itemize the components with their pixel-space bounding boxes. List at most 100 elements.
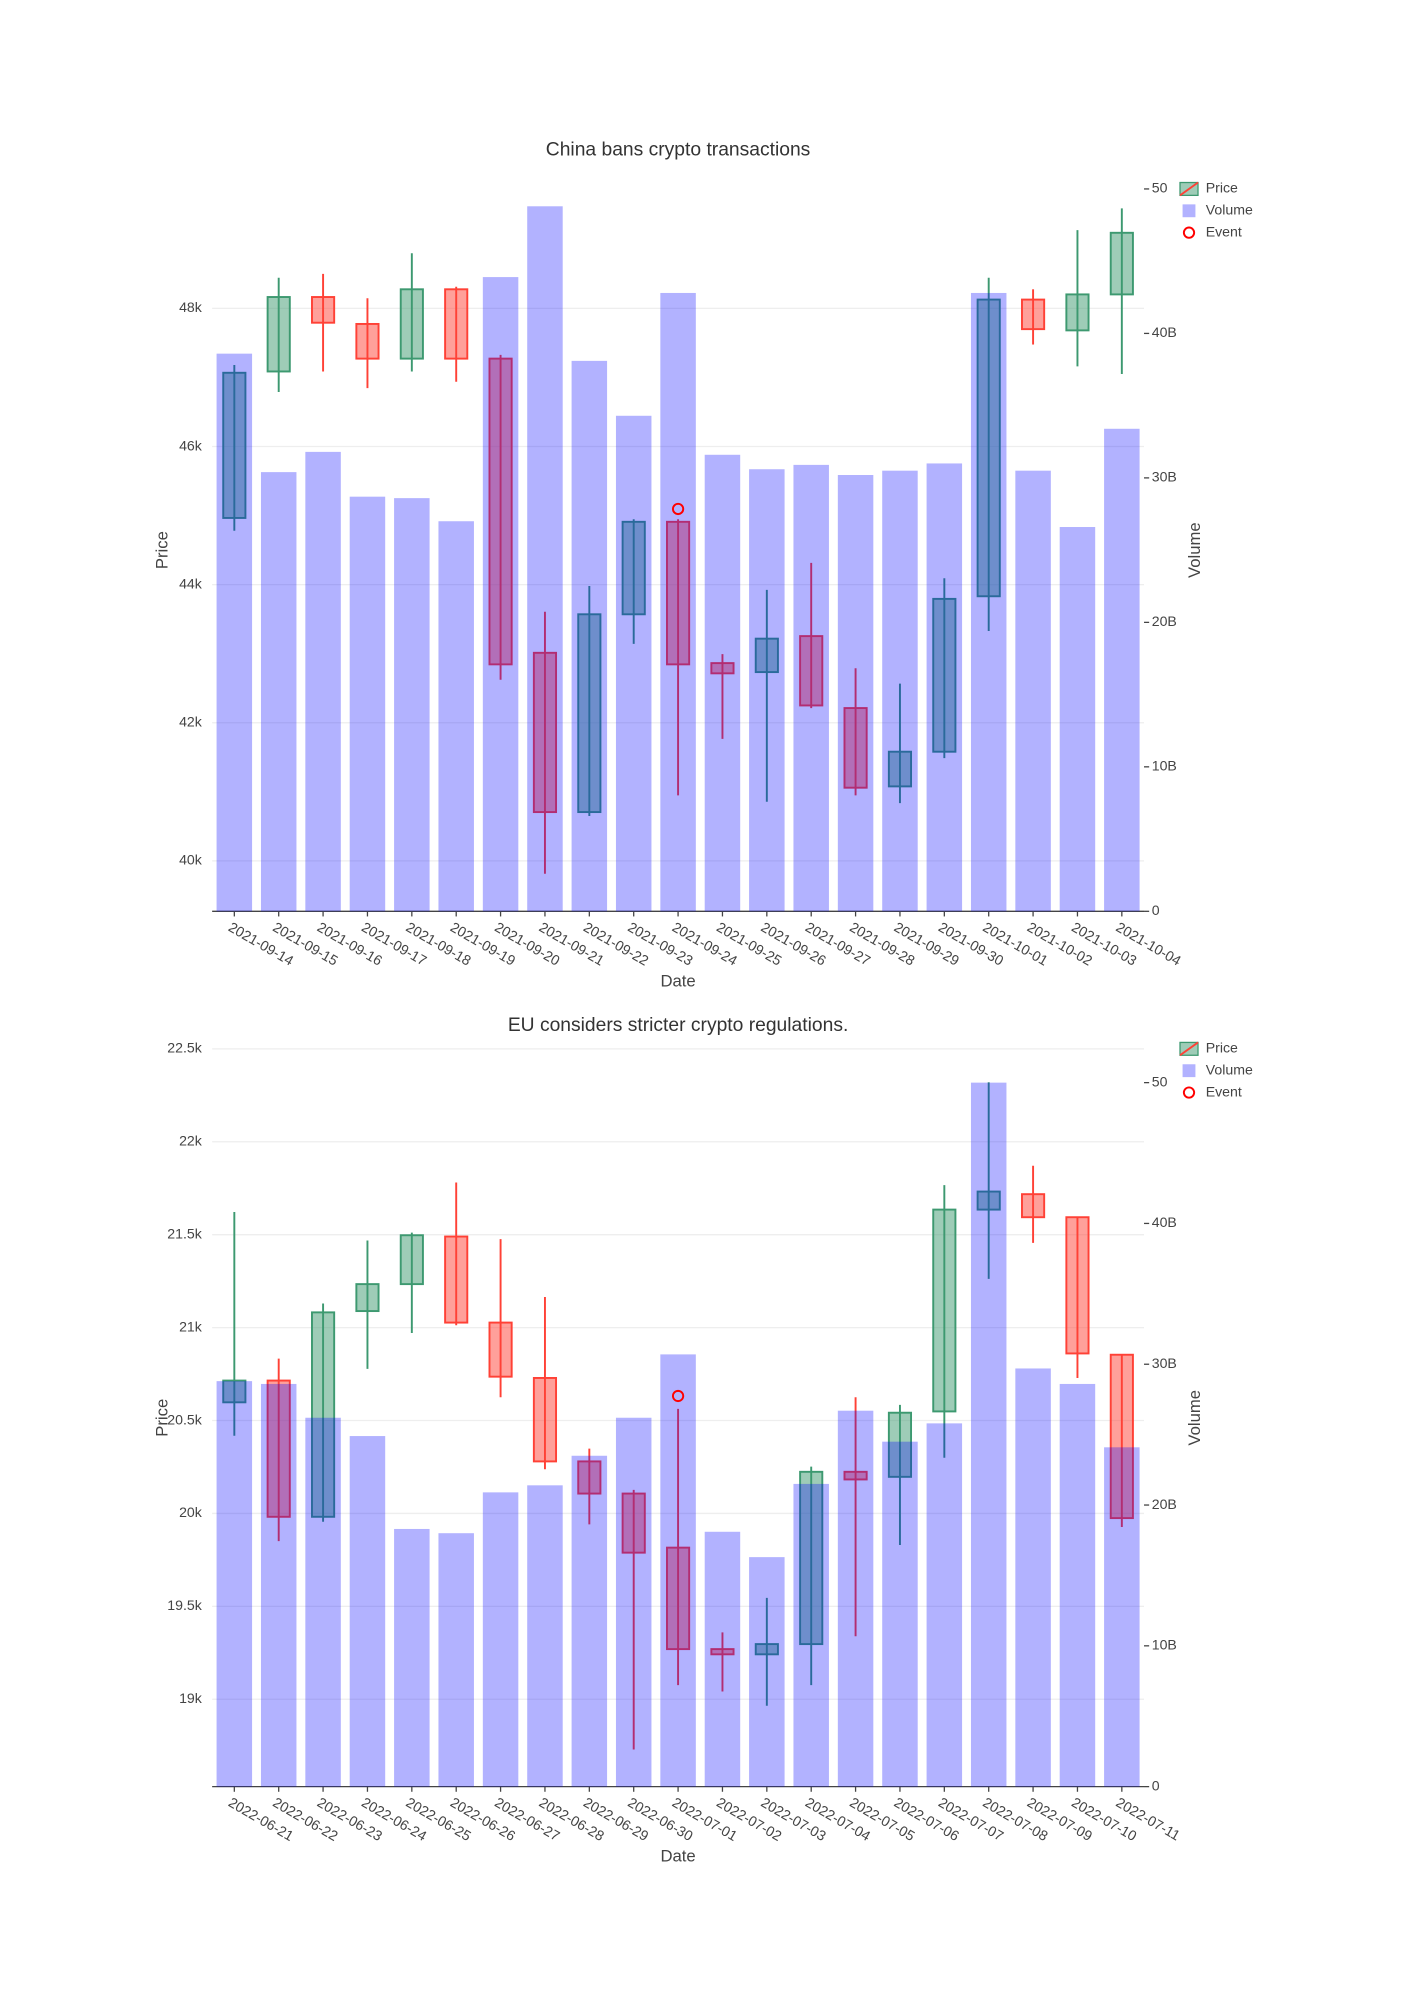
legend-label: Event [1206, 1083, 1242, 1099]
x-axis-title: Date [660, 1847, 695, 1866]
volume-bar [882, 470, 918, 912]
y-tick-label: 22.5k [167, 1040, 202, 1056]
y-axis-title: Price [153, 1399, 172, 1437]
volume-bar [305, 1417, 341, 1787]
candle-body [1021, 298, 1046, 331]
y2-axis-title: Volume [1185, 1390, 1204, 1446]
candle-body [976, 1190, 1001, 1211]
y2-tick-label: 30B [1152, 1355, 1177, 1371]
x-axis-title: Date [660, 971, 695, 990]
candle-body [799, 635, 824, 707]
y-tick-label: 22k [179, 1132, 203, 1148]
volume-bar [1104, 1447, 1140, 1787]
legend-icon [1179, 1041, 1199, 1057]
volume-bar [970, 292, 1007, 912]
volume-bar [1059, 527, 1096, 912]
volume-bar [482, 277, 519, 912]
volume-bar [970, 1082, 1007, 1787]
volume-bar [704, 454, 741, 912]
candle-body [577, 1460, 602, 1495]
candle-body [1065, 293, 1090, 332]
volume-bar [793, 1483, 829, 1787]
y-tick-label: 48k [179, 299, 203, 315]
candle-body [666, 520, 691, 666]
volume-bar [1104, 428, 1140, 912]
candle-body [710, 1648, 735, 1656]
candle-body [1065, 1216, 1090, 1355]
y-tick-label: 19k [179, 1690, 203, 1706]
y-tick-label: 46k [179, 437, 203, 453]
volume-bar [749, 469, 785, 912]
y-tick-label: 20.5k [167, 1411, 202, 1427]
event-marker [671, 502, 685, 516]
y-tick-label: 44k [179, 575, 203, 591]
volume-bar [216, 1381, 253, 1787]
candle-body [1021, 1193, 1046, 1219]
candle-body [222, 371, 247, 519]
candle-body [843, 707, 868, 789]
volume-bar [615, 1417, 652, 1787]
legend-label: Volume [1206, 202, 1253, 218]
candle-body [621, 520, 646, 616]
y2-tick-label: 0 [1152, 1777, 1160, 1793]
legend-icon [1179, 181, 1199, 197]
volume-bar [438, 1533, 474, 1787]
volume-bar [394, 1528, 430, 1787]
y2-tick-label: 10B [1152, 1637, 1177, 1653]
volume-bar [882, 1441, 918, 1787]
y2-axis-title: Volume [1185, 522, 1204, 578]
volume-bar [704, 1531, 741, 1787]
volume-bar [793, 464, 829, 912]
y2-tick-label: 0 [1152, 902, 1160, 918]
legend-label: Price [1206, 1040, 1238, 1056]
candle-body [444, 288, 469, 360]
y-tick-label: 42k [179, 714, 203, 730]
candle-body [976, 298, 1001, 598]
legend-label: Price [1206, 180, 1238, 196]
volume-bar [1015, 470, 1051, 912]
volume-bar [260, 472, 297, 912]
volume-bar [349, 496, 386, 912]
candle-body [577, 613, 602, 814]
y-tick-label: 21k [179, 1318, 203, 1334]
volume-bar [260, 1383, 297, 1787]
legend-icon [1182, 226, 1196, 239]
volume-bar [482, 1492, 519, 1787]
y-tick-label: 21.5k [167, 1225, 202, 1241]
candle-body [887, 1411, 913, 1478]
volume-bar [527, 1485, 563, 1787]
legend-icon [1182, 1086, 1196, 1099]
candle-body [311, 1311, 336, 1518]
candle-body [621, 1492, 646, 1554]
legend-icon [1182, 1064, 1196, 1078]
volume-bar [571, 360, 608, 912]
candle-body [399, 288, 424, 360]
y-tick-label: 20k [179, 1504, 203, 1520]
candle-body [754, 1643, 779, 1656]
candle-body [266, 296, 291, 373]
candle-body [311, 296, 336, 324]
chart-title: EU considers stricter crypto regulations… [508, 1015, 849, 1036]
candle-body [887, 750, 913, 788]
candle-body [932, 1208, 957, 1413]
volume-bar [438, 521, 474, 912]
legend-label: Volume [1206, 1061, 1253, 1077]
volume-bar [837, 1410, 874, 1787]
volume-bar [1015, 1368, 1051, 1787]
y2-tick-label: 10B [1152, 758, 1177, 774]
candle-body [266, 1379, 291, 1518]
volume-bar [837, 475, 874, 912]
y-tick-label: 19.5k [167, 1597, 202, 1613]
volume-bar [394, 498, 430, 912]
legend-label: Event [1206, 223, 1242, 239]
volume-bar [349, 1436, 386, 1787]
candle-body [754, 637, 779, 674]
volume-bar [216, 353, 253, 912]
volume-bar [926, 463, 963, 912]
y-tick-label: 40k [179, 852, 203, 868]
candle-body [932, 597, 957, 753]
volume-bar [305, 451, 341, 912]
volume-bar [527, 206, 563, 912]
chart-title: China bans crypto transactions [546, 139, 811, 160]
candle-body [444, 1235, 469, 1324]
